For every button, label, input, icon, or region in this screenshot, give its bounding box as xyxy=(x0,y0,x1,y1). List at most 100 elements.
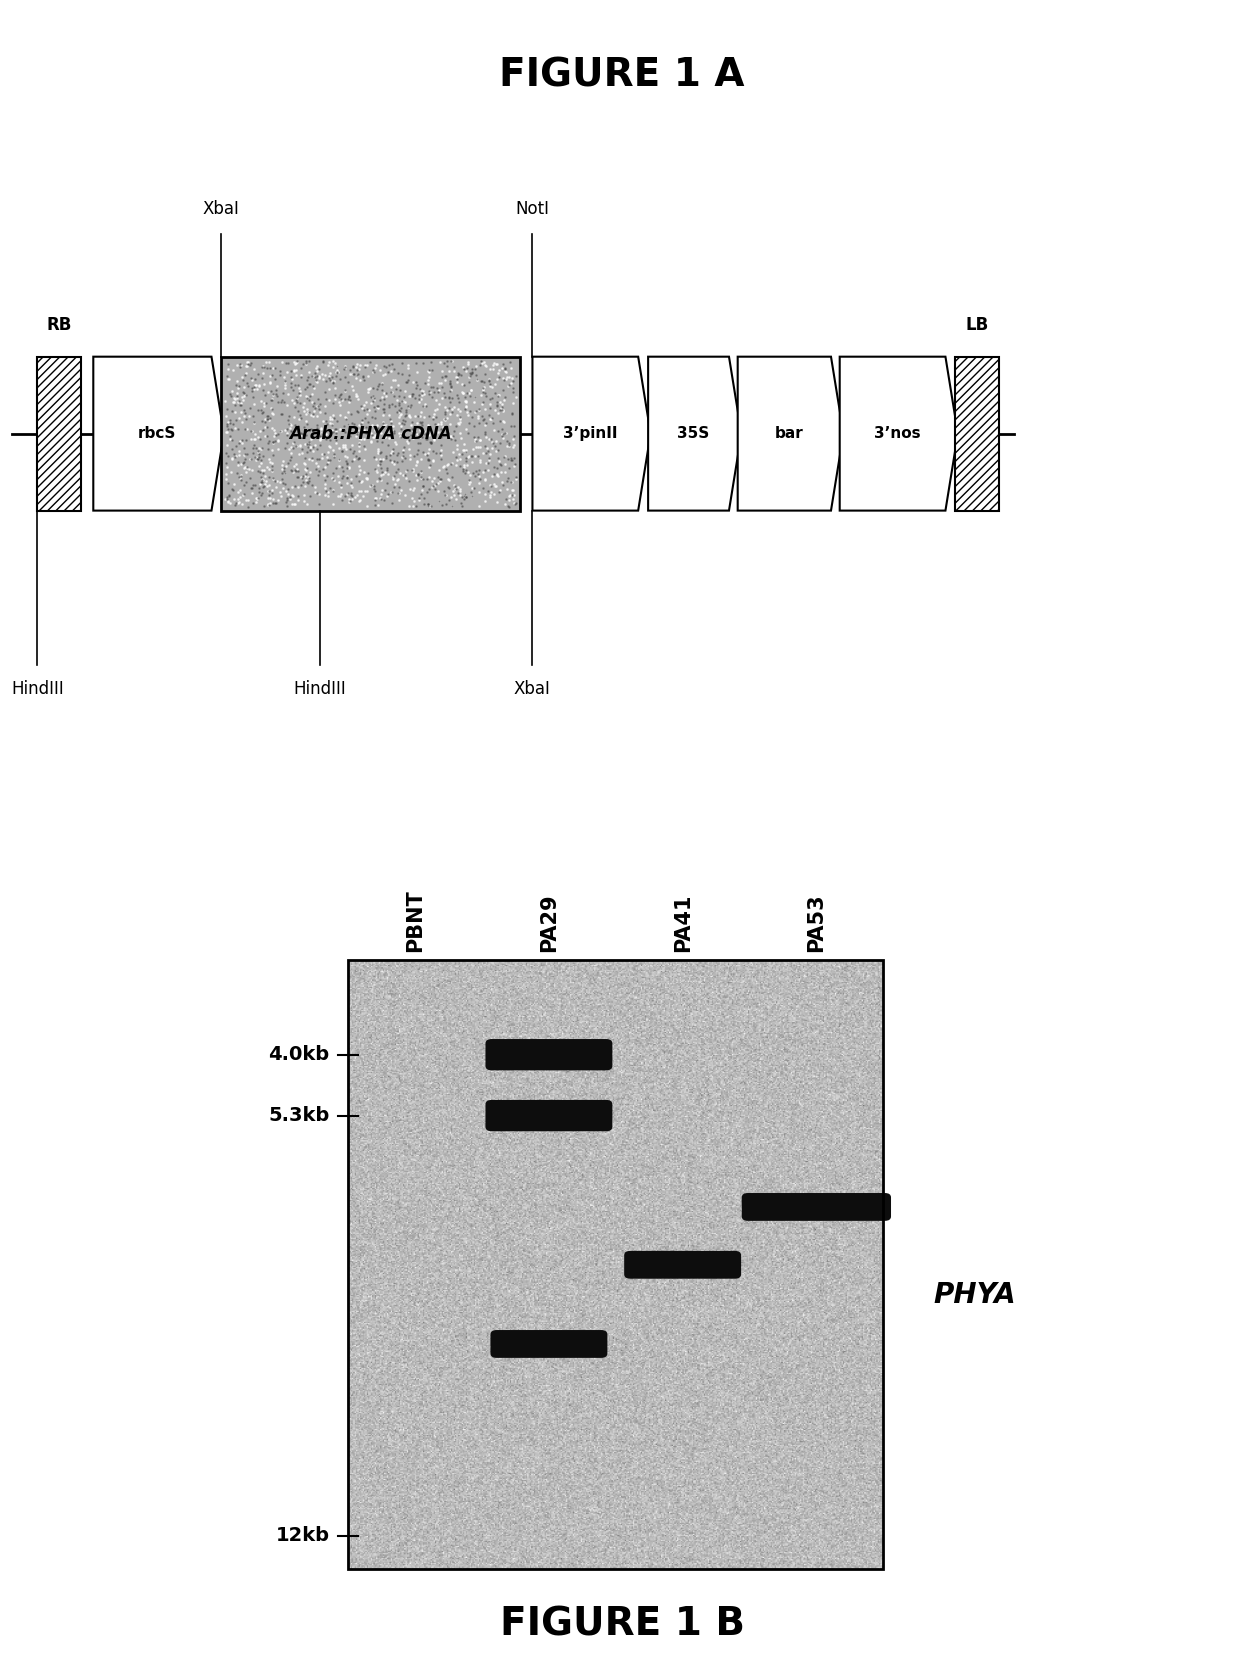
Point xyxy=(297,412,317,438)
Point xyxy=(407,448,427,475)
Point xyxy=(501,447,521,473)
Point xyxy=(301,433,321,460)
Point xyxy=(453,455,473,482)
Point xyxy=(417,442,437,468)
Point xyxy=(253,398,272,425)
Point xyxy=(276,430,296,457)
Point xyxy=(407,420,427,447)
Point xyxy=(462,376,481,403)
Point xyxy=(462,442,481,468)
Point xyxy=(311,425,331,452)
Point xyxy=(224,442,244,468)
Point xyxy=(417,425,437,452)
Point xyxy=(218,397,238,423)
Point xyxy=(322,478,342,505)
Point xyxy=(434,366,454,393)
Point xyxy=(430,437,450,463)
Point xyxy=(336,355,356,381)
Point xyxy=(332,437,352,463)
Point xyxy=(253,478,272,505)
Point xyxy=(494,365,514,391)
Point xyxy=(423,473,443,500)
Point xyxy=(253,400,272,427)
Point xyxy=(316,386,336,413)
Point xyxy=(218,489,238,515)
Point xyxy=(373,460,393,487)
Point xyxy=(443,448,463,475)
Point xyxy=(304,402,323,428)
Point xyxy=(470,433,490,460)
Point xyxy=(485,427,505,453)
Point xyxy=(435,407,455,433)
Point xyxy=(228,448,248,475)
Point xyxy=(378,402,398,428)
Point xyxy=(423,448,443,475)
Point xyxy=(376,458,396,485)
Point xyxy=(300,463,320,490)
Point xyxy=(226,490,246,517)
Point xyxy=(462,448,481,475)
Point xyxy=(490,430,510,457)
Point xyxy=(388,397,408,423)
Point xyxy=(342,473,362,500)
Point xyxy=(221,427,241,453)
Point xyxy=(286,433,306,460)
Point xyxy=(304,393,323,420)
Point xyxy=(364,457,384,483)
Point xyxy=(265,427,285,453)
Point xyxy=(327,356,347,383)
Point xyxy=(320,403,340,430)
Point xyxy=(406,375,425,402)
Point xyxy=(297,430,317,457)
Point xyxy=(363,358,383,385)
Point xyxy=(471,368,491,395)
Point xyxy=(440,400,460,427)
Point xyxy=(439,358,459,385)
Point xyxy=(401,412,420,438)
Point xyxy=(466,433,486,460)
Point xyxy=(315,470,335,497)
Point xyxy=(326,350,346,376)
Point xyxy=(271,465,291,492)
Point xyxy=(495,420,515,447)
Point xyxy=(286,351,306,378)
Point xyxy=(404,443,424,470)
Point xyxy=(429,468,449,495)
Point xyxy=(402,417,422,443)
Point xyxy=(411,423,430,450)
Point xyxy=(485,371,505,398)
Point xyxy=(480,373,500,400)
Point xyxy=(355,435,374,462)
Point xyxy=(320,410,340,437)
Point xyxy=(432,363,452,390)
Point xyxy=(318,386,338,413)
Point xyxy=(337,370,357,397)
Point xyxy=(457,393,476,420)
Point xyxy=(348,437,368,463)
Point xyxy=(392,361,412,388)
Point xyxy=(307,415,327,442)
Point xyxy=(430,447,450,473)
Point xyxy=(381,408,401,435)
Point xyxy=(413,378,433,405)
Point xyxy=(276,489,296,515)
Point xyxy=(218,485,238,512)
Point xyxy=(275,470,295,497)
Point xyxy=(483,435,503,462)
Point xyxy=(367,351,387,378)
Point xyxy=(489,356,509,383)
Point xyxy=(311,415,331,442)
Point xyxy=(323,370,343,397)
Point xyxy=(358,378,378,405)
Point xyxy=(371,480,391,507)
Point xyxy=(220,425,240,452)
Point xyxy=(442,463,462,490)
Point xyxy=(253,443,272,470)
Point xyxy=(285,371,305,398)
Point xyxy=(301,402,321,428)
Point xyxy=(266,376,286,403)
Point xyxy=(281,356,301,383)
Point xyxy=(429,376,449,403)
Point xyxy=(297,383,317,410)
Point xyxy=(300,358,320,385)
